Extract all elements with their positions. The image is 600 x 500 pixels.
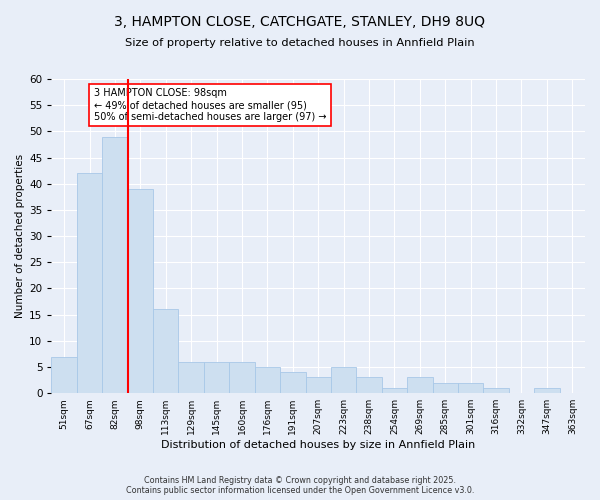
- Bar: [255, 367, 280, 393]
- Text: 3, HAMPTON CLOSE, CATCHGATE, STANLEY, DH9 8UQ: 3, HAMPTON CLOSE, CATCHGATE, STANLEY, DH…: [115, 15, 485, 29]
- Bar: [356, 378, 382, 393]
- Text: Contains HM Land Registry data © Crown copyright and database right 2025.
Contai: Contains HM Land Registry data © Crown c…: [126, 476, 474, 495]
- Bar: [280, 372, 305, 393]
- Bar: [77, 174, 102, 393]
- Bar: [52, 356, 77, 393]
- Bar: [534, 388, 560, 393]
- Bar: [229, 362, 255, 393]
- Bar: [204, 362, 229, 393]
- Bar: [484, 388, 509, 393]
- Bar: [458, 382, 484, 393]
- Bar: [178, 362, 204, 393]
- Bar: [382, 388, 407, 393]
- Bar: [407, 378, 433, 393]
- Bar: [433, 382, 458, 393]
- Text: Size of property relative to detached houses in Annfield Plain: Size of property relative to detached ho…: [125, 38, 475, 48]
- Bar: [305, 378, 331, 393]
- Bar: [128, 189, 153, 393]
- Y-axis label: Number of detached properties: Number of detached properties: [15, 154, 25, 318]
- Text: 3 HAMPTON CLOSE: 98sqm
← 49% of detached houses are smaller (95)
50% of semi-det: 3 HAMPTON CLOSE: 98sqm ← 49% of detached…: [94, 88, 326, 122]
- Bar: [153, 310, 178, 393]
- Bar: [331, 367, 356, 393]
- X-axis label: Distribution of detached houses by size in Annfield Plain: Distribution of detached houses by size …: [161, 440, 475, 450]
- Bar: [102, 136, 128, 393]
